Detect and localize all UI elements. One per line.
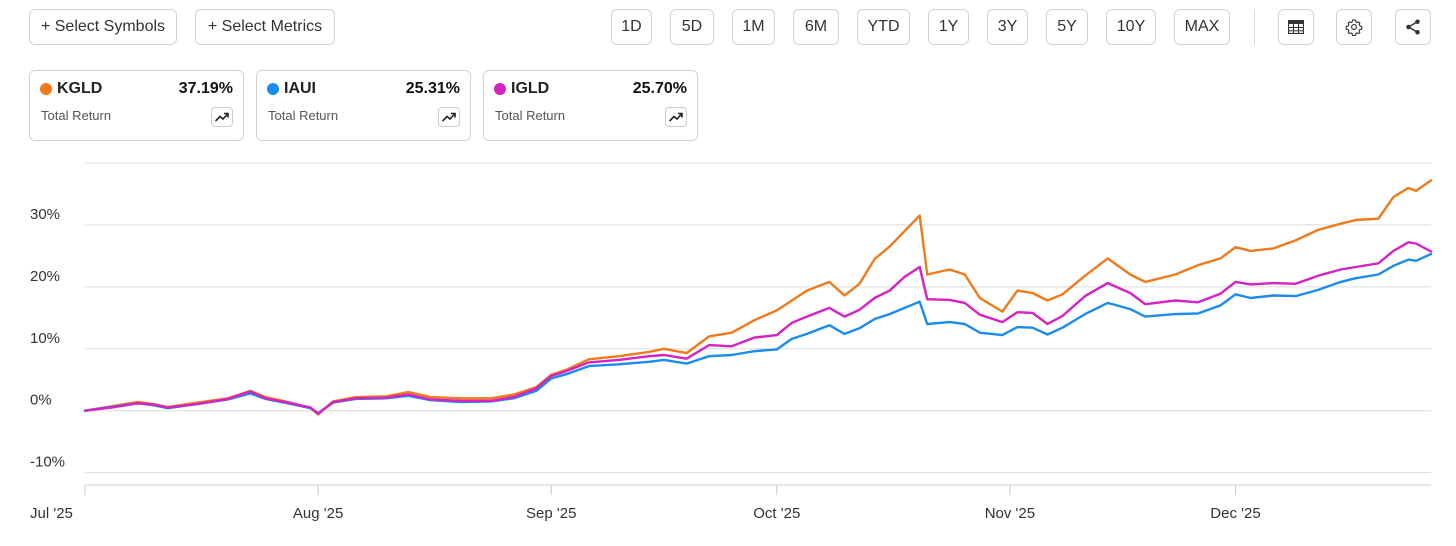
x-tick-label: Sep '25 bbox=[526, 505, 576, 522]
legend-card-iaui[interactable]: IAUI 25.31% Total Return bbox=[256, 70, 471, 141]
gear-icon bbox=[1345, 19, 1363, 36]
x-tick-label: Nov '25 bbox=[985, 505, 1035, 522]
series-dot-icon bbox=[494, 83, 506, 95]
symbol-name: KGLD bbox=[57, 80, 103, 97]
total-return-value: 25.70% bbox=[632, 80, 687, 97]
range-ytd-button[interactable]: YTD bbox=[857, 9, 910, 45]
y-tick-label: 0% bbox=[30, 392, 52, 409]
share-button[interactable] bbox=[1395, 9, 1431, 45]
range-3y-button[interactable]: 3Y bbox=[987, 9, 1028, 45]
x-tick-label: Aug '25 bbox=[293, 505, 343, 522]
select-metrics-button[interactable]: + Select Metrics bbox=[195, 9, 335, 45]
series-line-kgld bbox=[83, 179, 1433, 416]
x-tick-label: Oct '25 bbox=[753, 505, 800, 522]
range-1m-button[interactable]: 1M bbox=[732, 9, 775, 45]
total-return-value: 25.31% bbox=[405, 80, 460, 97]
trend-chart-button[interactable] bbox=[665, 107, 687, 127]
series-dot-icon bbox=[267, 83, 279, 95]
y-tick-label: -10% bbox=[30, 454, 65, 471]
trending-up-icon bbox=[669, 112, 683, 122]
trending-up-icon bbox=[442, 112, 456, 122]
y-tick-label: 20% bbox=[30, 268, 60, 285]
legend-card-igld[interactable]: IGLD 25.70% Total Return bbox=[483, 70, 698, 141]
table-icon bbox=[1288, 20, 1304, 34]
table-view-button[interactable] bbox=[1278, 9, 1314, 45]
x-tick-label: Jul '25 bbox=[30, 505, 73, 522]
metric-label: Total Return bbox=[41, 108, 112, 123]
range-5d-button[interactable]: 5D bbox=[670, 9, 714, 45]
series-line-iaui bbox=[83, 252, 1433, 415]
settings-button[interactable] bbox=[1336, 9, 1372, 45]
range-10y-button[interactable]: 10Y bbox=[1106, 9, 1156, 45]
select-symbols-button[interactable]: + Select Symbols bbox=[29, 9, 177, 45]
range-6m-button[interactable]: 6M bbox=[793, 9, 839, 45]
metric-label: Total Return bbox=[495, 108, 566, 123]
trending-up-icon bbox=[215, 112, 229, 122]
y-tick-label: 30% bbox=[30, 206, 60, 223]
legend-card-kgld[interactable]: KGLD 37.19% Total Return bbox=[29, 70, 244, 141]
total-return-line-chart: -10% 0% 10% 20% 30% Jul '25 Aug '25 Sep '25 Oct … bbox=[30, 162, 1433, 522]
symbol-name: IAUI bbox=[284, 80, 316, 97]
range-max-button[interactable]: MAX bbox=[1174, 9, 1230, 45]
series-line-igld bbox=[83, 241, 1433, 415]
series-dot-icon bbox=[40, 83, 52, 95]
range-1d-button[interactable]: 1D bbox=[611, 9, 652, 45]
total-return-value: 37.19% bbox=[178, 80, 233, 97]
symbol-name: IGLD bbox=[511, 80, 550, 97]
range-5y-button[interactable]: 5Y bbox=[1046, 9, 1088, 45]
metric-label: Total Return bbox=[268, 108, 339, 123]
share-icon bbox=[1406, 19, 1420, 35]
toolbar-divider bbox=[1254, 9, 1255, 45]
x-tick-label: Dec '25 bbox=[1210, 505, 1260, 522]
trend-chart-button[interactable] bbox=[438, 107, 460, 127]
range-1y-button[interactable]: 1Y bbox=[928, 9, 969, 45]
y-tick-label: 10% bbox=[30, 330, 60, 347]
trend-chart-button[interactable] bbox=[211, 107, 233, 127]
